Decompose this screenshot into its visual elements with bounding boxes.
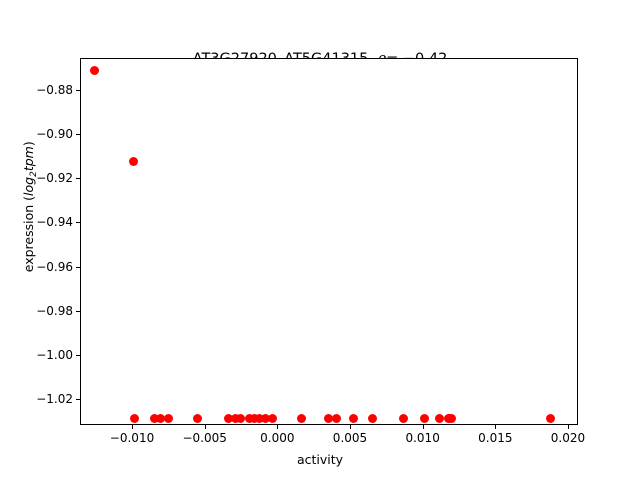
x-axis-tick-label: −0.005 — [182, 431, 227, 445]
x-axis-tick — [495, 425, 497, 429]
x-axis-tick — [422, 425, 424, 429]
data-point — [129, 157, 139, 167]
x-axis-tick — [277, 425, 279, 429]
data-point — [447, 414, 457, 424]
x-axis-tick — [204, 425, 206, 429]
data-point — [149, 414, 159, 424]
x-axis-label: activity — [296, 452, 344, 467]
y-axis-label: expression (log2tpm) — [21, 57, 39, 357]
data-point — [156, 414, 166, 424]
x-axis-tick — [567, 425, 570, 429]
data-point — [368, 414, 377, 424]
y-axis-tick-label: −0.96 — [36, 259, 73, 274]
data-point — [230, 414, 240, 424]
y-axis-tick-label: −1.00 — [36, 347, 73, 362]
y-axis-tick-label: −0.92 — [36, 171, 73, 186]
x-axis-tick-label: −0.010 — [109, 431, 155, 445]
data-point — [420, 414, 430, 424]
data-point — [235, 414, 245, 424]
plot-data-area — [81, 59, 577, 424]
data-point — [267, 414, 277, 424]
y-axis-label-tpm: tpm — [21, 146, 37, 172]
y-axis-label-subscript: 2 — [28, 171, 39, 177]
y-axis-label-prefix: expression ( — [21, 195, 37, 273]
data-point — [260, 414, 270, 424]
data-point — [249, 414, 259, 424]
data-point — [163, 414, 173, 424]
y-axis-tick-label: −0.94 — [36, 215, 73, 230]
y-axis-tick-label: −1.02 — [36, 392, 73, 407]
data-point — [323, 414, 333, 424]
x-axis-tick — [349, 425, 352, 429]
data-point — [331, 414, 341, 424]
data-point — [435, 414, 445, 424]
data-point — [244, 414, 254, 424]
data-point — [223, 414, 233, 424]
x-axis-tick-label: 0.020 — [550, 431, 586, 445]
data-point — [399, 414, 409, 424]
y-axis-label-log: log — [21, 176, 37, 196]
y-axis-label-suffix: ) — [21, 141, 37, 147]
data-point — [129, 414, 139, 424]
y-axis-tick-label: −0.90 — [36, 127, 73, 141]
y-axis-tick — [76, 134, 80, 136]
y-axis-tick — [76, 178, 80, 180]
y-axis-tick-label: −0.88 — [36, 82, 73, 97]
data-point — [296, 414, 306, 424]
x-axis-tick — [132, 425, 134, 429]
y-axis-tick — [76, 222, 80, 224]
y-axis-tick — [76, 266, 80, 268]
y-axis-tick — [76, 310, 80, 312]
x-axis-tick-label: 0.010 — [405, 431, 440, 445]
data-point — [254, 414, 264, 424]
data-point — [192, 414, 202, 424]
x-axis-tick-label: 0.005 — [332, 431, 368, 445]
y-axis-tick-label: −0.98 — [36, 303, 73, 318]
x-axis-tick-label: 0.015 — [478, 431, 513, 445]
data-point — [348, 414, 358, 424]
y-axis-tick — [76, 354, 80, 357]
data-point — [546, 414, 556, 424]
data-point — [90, 66, 100, 76]
plot-axes-frame — [80, 58, 578, 425]
y-axis-tick — [76, 89, 80, 91]
x-axis-tick-label: 0.000 — [260, 431, 295, 445]
y-axis-tick — [76, 399, 80, 401]
